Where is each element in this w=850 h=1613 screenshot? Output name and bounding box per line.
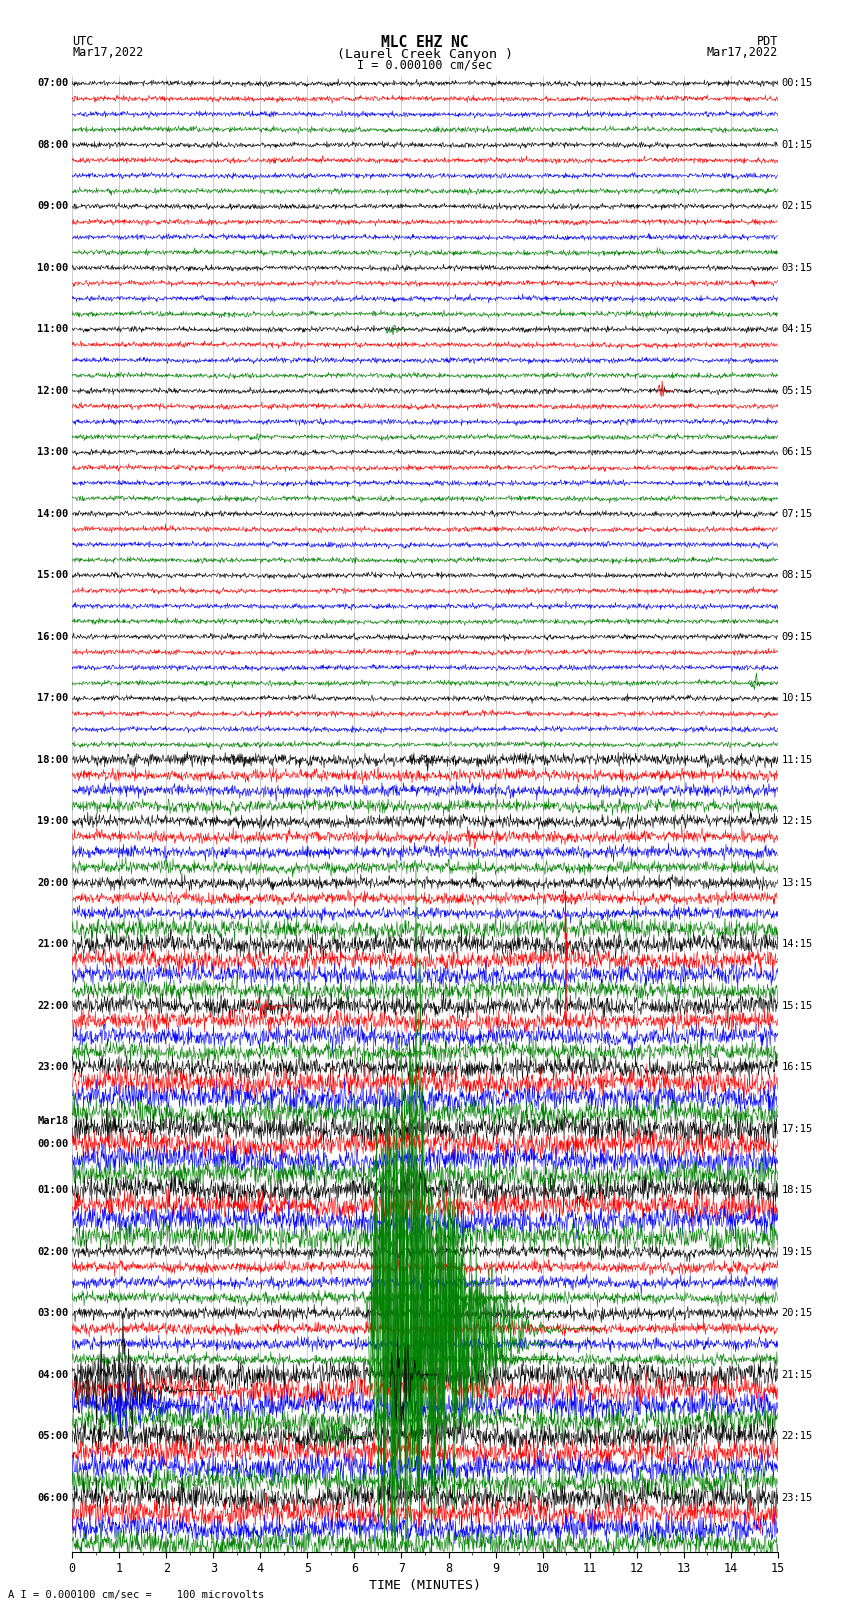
Text: 01:15: 01:15	[781, 140, 813, 150]
Text: 21:15: 21:15	[781, 1369, 813, 1379]
Text: 10:00: 10:00	[37, 263, 69, 273]
Text: 23:15: 23:15	[781, 1494, 813, 1503]
Text: 03:00: 03:00	[37, 1308, 69, 1318]
X-axis label: TIME (MINUTES): TIME (MINUTES)	[369, 1579, 481, 1592]
Text: 05:15: 05:15	[781, 386, 813, 395]
Text: MLC EHZ NC: MLC EHZ NC	[382, 35, 468, 50]
Text: 14:00: 14:00	[37, 510, 69, 519]
Text: 08:00: 08:00	[37, 140, 69, 150]
Text: 00:00: 00:00	[37, 1139, 69, 1150]
Text: 17:15: 17:15	[781, 1124, 813, 1134]
Text: I = 0.000100 cm/sec: I = 0.000100 cm/sec	[357, 58, 493, 73]
Text: 20:00: 20:00	[37, 877, 69, 887]
Text: 16:15: 16:15	[781, 1063, 813, 1073]
Text: 07:00: 07:00	[37, 79, 69, 89]
Text: 20:15: 20:15	[781, 1308, 813, 1318]
Text: 18:00: 18:00	[37, 755, 69, 765]
Text: Mar18: Mar18	[37, 1116, 69, 1126]
Text: 19:00: 19:00	[37, 816, 69, 826]
Text: 08:15: 08:15	[781, 571, 813, 581]
Text: Mar17,2022: Mar17,2022	[706, 45, 778, 60]
Text: 06:15: 06:15	[781, 447, 813, 458]
Text: 15:15: 15:15	[781, 1002, 813, 1011]
Text: 22:00: 22:00	[37, 1002, 69, 1011]
Text: 11:00: 11:00	[37, 324, 69, 334]
Text: 16:00: 16:00	[37, 632, 69, 642]
Text: PDT: PDT	[756, 35, 778, 48]
Text: 00:15: 00:15	[781, 79, 813, 89]
Text: 06:00: 06:00	[37, 1494, 69, 1503]
Text: 05:00: 05:00	[37, 1431, 69, 1442]
Text: 18:15: 18:15	[781, 1186, 813, 1195]
Text: 07:15: 07:15	[781, 510, 813, 519]
Text: 04:15: 04:15	[781, 324, 813, 334]
Text: 21:00: 21:00	[37, 939, 69, 950]
Text: 11:15: 11:15	[781, 755, 813, 765]
Text: 22:15: 22:15	[781, 1431, 813, 1442]
Text: 17:00: 17:00	[37, 694, 69, 703]
Text: Mar17,2022: Mar17,2022	[72, 45, 144, 60]
Text: 12:15: 12:15	[781, 816, 813, 826]
Text: 01:00: 01:00	[37, 1186, 69, 1195]
Text: 09:15: 09:15	[781, 632, 813, 642]
Text: 23:00: 23:00	[37, 1063, 69, 1073]
Text: 04:00: 04:00	[37, 1369, 69, 1379]
Text: A I = 0.000100 cm/sec =    100 microvolts: A I = 0.000100 cm/sec = 100 microvolts	[8, 1590, 264, 1600]
Text: 14:15: 14:15	[781, 939, 813, 950]
Text: 19:15: 19:15	[781, 1247, 813, 1257]
Text: 10:15: 10:15	[781, 694, 813, 703]
Text: 13:15: 13:15	[781, 877, 813, 887]
Text: 12:00: 12:00	[37, 386, 69, 395]
Text: UTC: UTC	[72, 35, 94, 48]
Text: (Laurel Creek Canyon ): (Laurel Creek Canyon )	[337, 47, 513, 61]
Text: 03:15: 03:15	[781, 263, 813, 273]
Text: 02:00: 02:00	[37, 1247, 69, 1257]
Text: 13:00: 13:00	[37, 447, 69, 458]
Text: 02:15: 02:15	[781, 202, 813, 211]
Text: 15:00: 15:00	[37, 571, 69, 581]
Text: 09:00: 09:00	[37, 202, 69, 211]
